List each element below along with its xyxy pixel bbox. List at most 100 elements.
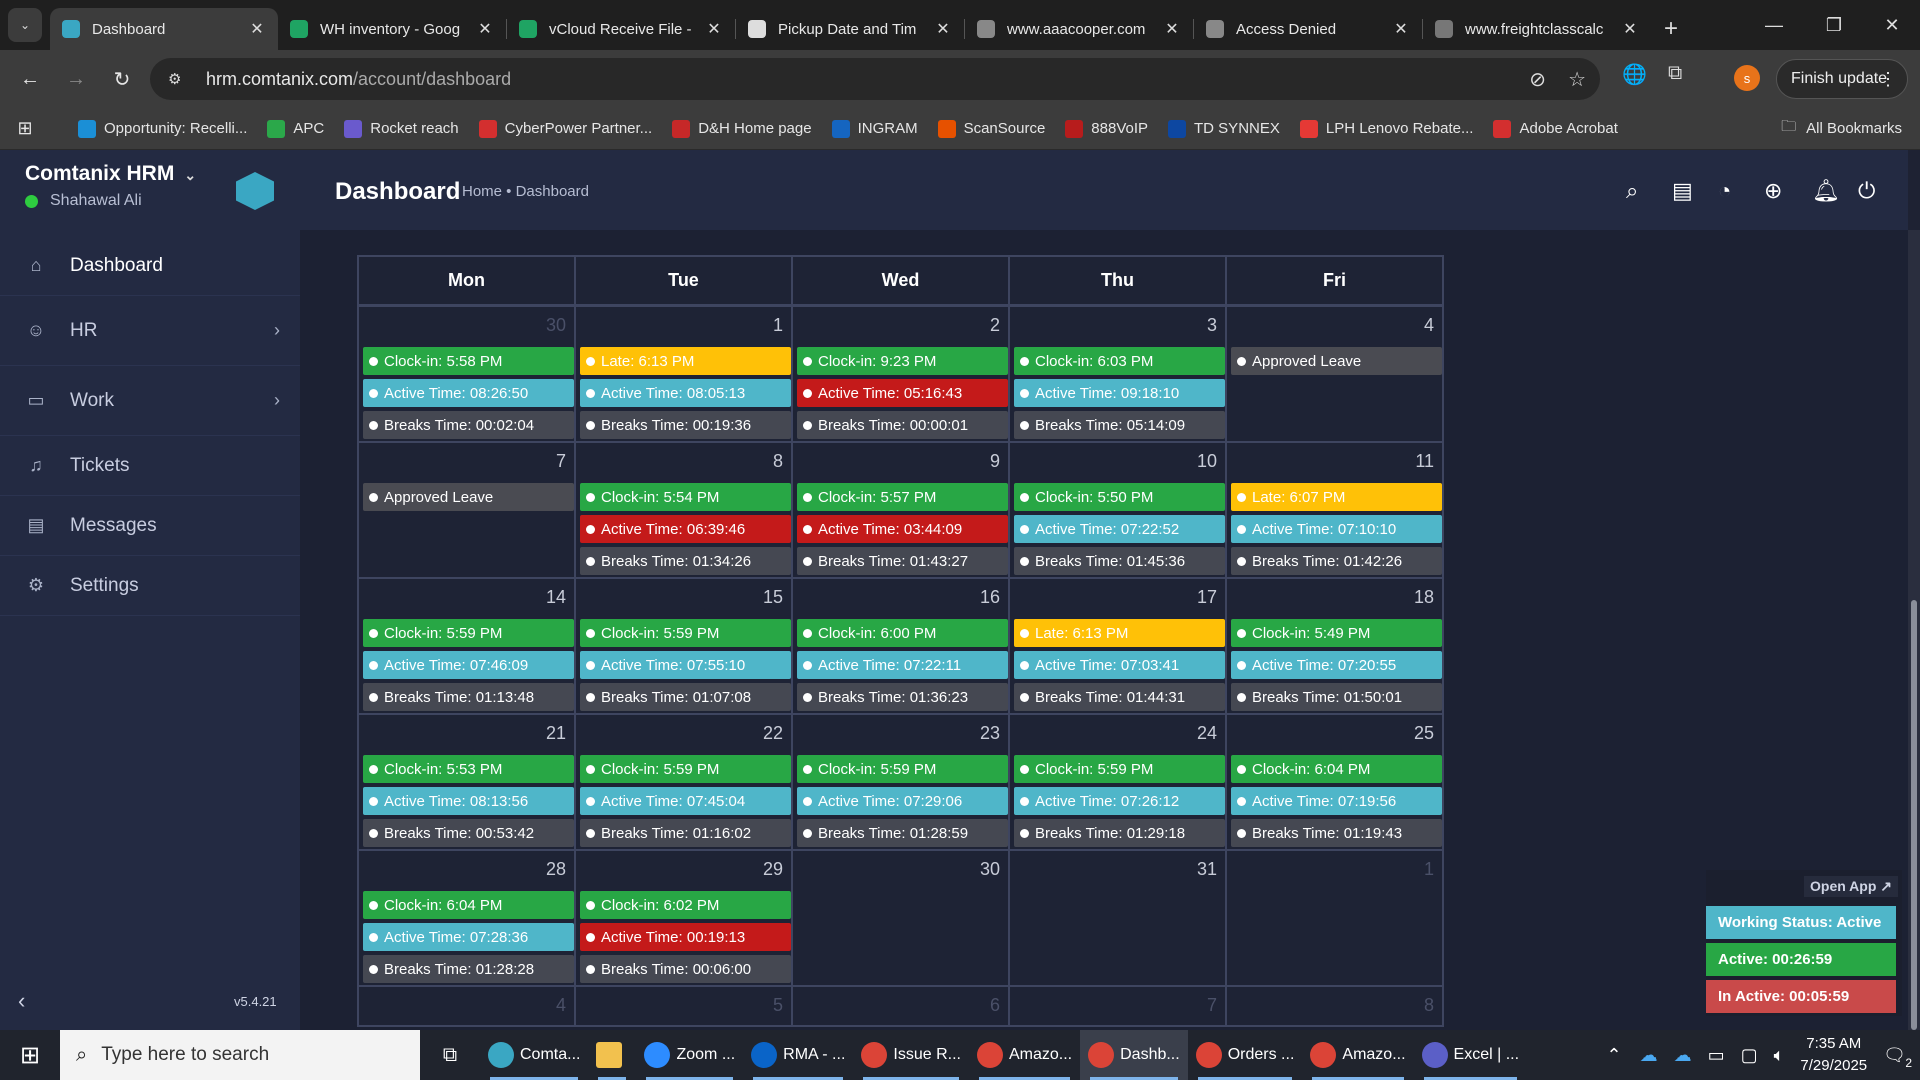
attendance-event-breaks[interactable]: Breaks Time: 01:07:08	[580, 683, 791, 711]
calendar-day-cell[interactable]: 2 Clock-in: 9:23 PM Active Time: 05:16:43 B…	[791, 305, 1010, 443]
browser-tab[interactable]: Dashboard ✕	[50, 8, 278, 50]
calendar-day-cell[interactable]: 9 Clock-in: 5:57 PM Active Time: 03:44:09 B…	[791, 441, 1010, 579]
close-tab-icon[interactable]: ✕	[936, 21, 950, 38]
attendance-event-breaks[interactable]: Breaks Time: 01:28:59	[797, 819, 1008, 847]
attendance-event-active-ok[interactable]: Active Time: 07:22:11	[797, 651, 1008, 679]
calendar-day-cell[interactable]: 24 Clock-in: 5:59 PM Active Time: 07:26:12…	[1008, 713, 1227, 851]
browser-tab[interactable]: WH inventory - Goog ✕	[278, 8, 506, 50]
calendar-day-cell[interactable]: 30 Clock-in: 5:58 PM Active Time: 08:26:50…	[357, 305, 576, 443]
attendance-event-active-low[interactable]: Active Time: 03:44:09	[797, 515, 1008, 543]
attendance-event-clockin[interactable]: Clock-in: 5:59 PM	[580, 619, 791, 647]
attendance-event-late[interactable]: Late: 6:13 PM	[1014, 619, 1225, 647]
attendance-event-active-ok[interactable]: Active Time: 07:29:06	[797, 787, 1008, 815]
attendance-event-active-ok[interactable]: Active Time: 07:19:56	[1231, 787, 1442, 815]
bookmark-item[interactable]: Rocket reach	[344, 119, 459, 138]
attendance-event-breaks[interactable]: Breaks Time: 01:44:31	[1014, 683, 1225, 711]
calendar-day-cell[interactable]: 8	[1225, 985, 1444, 1027]
chevron-up-icon[interactable]: ⌃	[1606, 1044, 1622, 1065]
attendance-event-breaks[interactable]: Breaks Time: 05:14:09	[1014, 411, 1225, 439]
calendar-day-cell[interactable]: 5	[574, 985, 793, 1027]
taskbar-app[interactable]: Orders ...	[1188, 1030, 1303, 1080]
address-bar[interactable]: ⚙ hrm.comtanix.com/account/dashboard ⊘ ☆	[150, 58, 1600, 100]
attendance-event-breaks[interactable]: Breaks Time: 00:19:36	[580, 411, 791, 439]
open-app-button[interactable]: Open App ↗	[1804, 876, 1898, 897]
close-tab-icon[interactable]: ✕	[250, 21, 264, 38]
calendar-day-cell[interactable]: 30	[791, 849, 1010, 987]
power-icon[interactable]: ⏻	[1858, 178, 1876, 203]
attendance-event-clockin[interactable]: Clock-in: 6:04 PM	[1231, 755, 1442, 783]
apps-grid-icon[interactable]: ⊞	[17, 118, 33, 138]
taskbar-search-box[interactable]: ⌕ Type here to search	[60, 1030, 420, 1080]
search-icon[interactable]: ⌕	[1626, 178, 1639, 203]
restore-button[interactable]: ❐	[1825, 14, 1843, 35]
taskbar-app[interactable]: Dashb...	[1080, 1030, 1188, 1080]
attendance-event-clockin[interactable]: Clock-in: 6:00 PM	[797, 619, 1008, 647]
back-button[interactable]: ←	[20, 67, 40, 90]
attendance-event-active-ok[interactable]: Active Time: 07:03:41	[1014, 651, 1225, 679]
reload-button[interactable]: ↻	[113, 68, 131, 91]
taskbar-app[interactable]: RMA - ...	[743, 1030, 853, 1080]
attendance-event-clockin[interactable]: Clock-in: 5:49 PM	[1231, 619, 1442, 647]
attendance-event-leave[interactable]: Approved Leave	[363, 483, 574, 511]
attendance-event-active-ok[interactable]: Active Time: 07:45:04	[580, 787, 791, 815]
attendance-event-breaks[interactable]: Breaks Time: 01:29:18	[1014, 819, 1225, 847]
calendar-day-cell[interactable]: 17 Late: 6:13 PM Active Time: 07:03:41 Brea…	[1008, 577, 1227, 715]
attendance-event-clockin[interactable]: Clock-in: 5:57 PM	[797, 483, 1008, 511]
new-tab-button[interactable]: +	[1663, 15, 1678, 42]
close-tab-icon[interactable]: ✕	[478, 21, 492, 38]
attendance-event-breaks[interactable]: Breaks Time: 01:28:28	[363, 955, 574, 983]
notifications-icon[interactable]: 🗨︎ 2	[1883, 1044, 1912, 1070]
browser-tab[interactable]: Access Denied ✕	[1194, 8, 1422, 50]
bookmark-item[interactable]: ScanSource	[937, 119, 1045, 138]
attendance-event-breaks[interactable]: Breaks Time: 01:50:01	[1231, 683, 1442, 711]
attendance-event-leave[interactable]: Approved Leave	[1231, 347, 1442, 375]
calendar-day-cell[interactable]: 6	[791, 985, 1010, 1027]
taskbar-app[interactable]: Issue R...	[853, 1030, 969, 1080]
calendar-day-cell[interactable]: 7	[1008, 985, 1227, 1027]
browser-tab[interactable]: vCloud Receive File - ✕	[507, 8, 735, 50]
attendance-event-breaks[interactable]: Breaks Time: 01:13:48	[363, 683, 574, 711]
attendance-event-late[interactable]: Late: 6:07 PM	[1231, 483, 1442, 511]
calendar-day-cell[interactable]: 3 Clock-in: 6:03 PM Active Time: 09:18:10 B…	[1008, 305, 1227, 443]
url-text[interactable]: hrm.comtanix.com/account/dashboard	[206, 68, 512, 89]
task-view-icon[interactable]: ⧉	[442, 1043, 458, 1066]
browser-tab[interactable]: www.freightclasscalc ✕	[1423, 8, 1651, 50]
attendance-event-clockin[interactable]: Clock-in: 6:03 PM	[1014, 347, 1225, 375]
calendar-day-cell[interactable]: 23 Clock-in: 5:59 PM Active Time: 07:29:06…	[791, 713, 1010, 851]
bell-icon[interactable]: 🔔︎	[1812, 178, 1840, 203]
sidebar-item-messages[interactable]: ▤ Messages	[0, 496, 300, 556]
calendar-day-cell[interactable]: 14 Clock-in: 5:59 PM Active Time: 07:46:09…	[357, 577, 576, 715]
all-bookmarks-button[interactable]: 🗀 All Bookmarks	[1781, 116, 1902, 141]
calendar-day-cell[interactable]: 1 Late: 6:13 PM Active Time: 08:05:13 Break…	[574, 305, 793, 443]
finish-update-button[interactable]: Finish update ⋮	[1776, 59, 1908, 99]
calendar-day-cell[interactable]: 8 Clock-in: 5:54 PM Active Time: 06:39:46 B…	[574, 441, 793, 579]
bookmark-item[interactable]: INGRAM	[831, 119, 918, 138]
attendance-event-active-ok[interactable]: Active Time: 07:28:36	[363, 923, 574, 951]
attendance-event-breaks[interactable]: Breaks Time: 01:43:27	[797, 547, 1008, 575]
attendance-event-clockin[interactable]: Clock-in: 6:02 PM	[580, 891, 791, 919]
attendance-event-active-ok[interactable]: Active Time: 07:46:09	[363, 651, 574, 679]
tab-search-button[interactable]: ⌄	[8, 8, 42, 42]
taskbar-app[interactable]: Amazo...	[969, 1030, 1080, 1080]
calendar-day-cell[interactable]: 10 Clock-in: 5:50 PM Active Time: 07:22:52…	[1008, 441, 1227, 579]
attendance-event-breaks[interactable]: Breaks Time: 01:36:23	[797, 683, 1008, 711]
calendar-day-cell[interactable]: 16 Clock-in: 6:00 PM Active Time: 07:22:11…	[791, 577, 1010, 715]
taskbar-clock[interactable]: 7:35 AM 7/29/2025	[1800, 1035, 1868, 1074]
calendar-day-cell[interactable]: 18 Clock-in: 5:49 PM Active Time: 07:20:55…	[1225, 577, 1444, 715]
calendar-day-cell[interactable]: 11 Late: 6:07 PM Active Time: 07:10:10 Brea…	[1225, 441, 1444, 579]
browser-tab[interactable]: Pickup Date and Tim ✕	[736, 8, 964, 50]
attendance-event-clockin[interactable]: Clock-in: 5:59 PM	[363, 619, 574, 647]
calendar-day-cell[interactable]: 4	[357, 985, 576, 1027]
notes-icon[interactable]: ▤	[1672, 178, 1693, 203]
attendance-event-clockin[interactable]: Clock-in: 6:04 PM	[363, 891, 574, 919]
collapse-sidebar-button[interactable]: ‹	[18, 988, 26, 1013]
close-tab-icon[interactable]: ✕	[1623, 21, 1637, 38]
calendar-day-cell[interactable]: 31	[1008, 849, 1227, 987]
attendance-event-active-ok[interactable]: Active Time: 07:26:12	[1014, 787, 1225, 815]
bookmark-item[interactable]: Opportunity: Recelli...	[78, 119, 247, 138]
taskbar-app[interactable]: Zoom ...	[636, 1030, 743, 1080]
calendar-day-cell[interactable]: 29 Clock-in: 6:02 PM Active Time: 00:19:13…	[574, 849, 793, 987]
calendar-day-cell[interactable]: 25 Clock-in: 6:04 PM Active Time: 07:19:56…	[1225, 713, 1444, 851]
attendance-event-breaks[interactable]: Breaks Time: 00:00:01	[797, 411, 1008, 439]
attendance-event-late[interactable]: Late: 6:13 PM	[580, 347, 791, 375]
